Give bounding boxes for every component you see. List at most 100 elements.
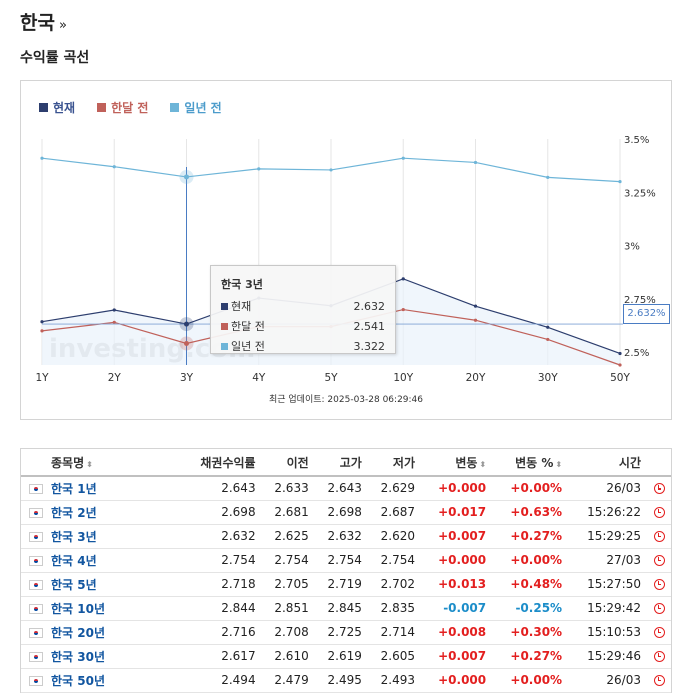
korea-flag-icon — [29, 555, 43, 566]
table-header-row: 종목명 ⬍ 채권수익률 이전 고가 저가 변동 ⬍ 변동 % ⬍ 시간 — [21, 449, 671, 477]
table-row[interactable]: 한국 30년 2.617 2.610 2.619 2.605 +0.007 +0.27% 15… — [21, 644, 671, 669]
bond-name-cell[interactable]: 한국 4년 — [51, 548, 181, 573]
change-pct-cell: +0.30% — [492, 620, 569, 645]
time-cell: 15:29:25 — [568, 524, 647, 549]
bond-name-link[interactable]: 한국 5년 — [51, 577, 97, 592]
change-pct-cell: +0.00% — [492, 476, 569, 501]
bond-name-link[interactable]: 한국 2년 — [51, 505, 97, 520]
table-row[interactable]: 한국 50년 2.494 2.479 2.495 2.493 +0.000 +0.00% 26… — [21, 668, 671, 693]
highlight-point — [184, 340, 189, 346]
yield-cell: 2.754 — [181, 548, 262, 573]
legend-item-year-ago[interactable]: 일년 전 — [170, 99, 222, 116]
update-timestamp: 최근 업데이트: 2025-03-28 06:29:46 — [268, 395, 424, 405]
time-cell: 26/03 — [568, 476, 647, 501]
legend-swatch-year-ago — [170, 103, 180, 112]
bond-name-cell[interactable]: 한국 3년 — [51, 524, 181, 549]
table-row[interactable]: 한국 20년 2.716 2.708 2.725 2.714 +0.008 +0.30% 15… — [21, 620, 671, 645]
legend-item-current[interactable]: 현재 — [39, 99, 75, 116]
high-cell: 2.719 — [314, 572, 368, 597]
korea-flag-icon — [29, 603, 43, 614]
clock-cell — [647, 500, 671, 525]
low-cell: 2.702 — [367, 572, 421, 597]
series-point — [546, 325, 550, 329]
yield-cell: 2.643 — [181, 476, 262, 501]
clock-icon[interactable] — [653, 507, 665, 518]
header-change-pct[interactable]: 변동 % ⬍ — [492, 449, 569, 477]
flag-cell — [21, 500, 51, 525]
series-point — [546, 337, 550, 342]
clock-icon[interactable] — [653, 531, 665, 542]
clock-icon[interactable] — [653, 483, 665, 495]
change-cell: +0.000 — [421, 668, 493, 693]
bond-name-link[interactable]: 한국 20년 — [51, 625, 105, 640]
korea-flag-icon — [29, 531, 43, 542]
header-change[interactable]: 변동 ⬍ — [421, 449, 493, 477]
high-cell: 2.725 — [314, 620, 368, 645]
y-tick-label: 3.25% — [624, 188, 656, 199]
low-cell: 2.620 — [367, 524, 421, 549]
series-point — [473, 160, 478, 165]
korea-flag-icon — [29, 507, 43, 518]
header-name[interactable]: 종목명 ⬍ — [51, 449, 181, 477]
clock-icon[interactable] — [653, 675, 665, 686]
header-low: 저가 — [367, 449, 421, 477]
table-row[interactable]: 한국 10년 2.844 2.851 2.845 2.835 -0.007 -0.25% 15… — [21, 596, 671, 621]
page-title[interactable]: 한국» — [20, 12, 67, 34]
bond-name-cell[interactable]: 한국 30년 — [51, 644, 181, 669]
legend-item-month-ago[interactable]: 한달 전 — [97, 99, 148, 116]
header-clock — [647, 449, 671, 477]
low-cell: 2.687 — [367, 500, 421, 525]
bond-name-cell[interactable]: 한국 50년 — [51, 668, 181, 693]
tooltip-row-name: 현재 — [231, 300, 252, 313]
bond-name-cell[interactable]: 한국 5년 — [51, 572, 181, 597]
yield-cell: 2.844 — [181, 596, 262, 621]
sort-icon[interactable]: ⬍ — [86, 459, 93, 469]
clock-cell — [647, 596, 671, 621]
high-cell: 2.619 — [314, 644, 368, 669]
table-row[interactable]: 한국 5년 2.718 2.705 2.719 2.702 +0.013 +0.48% 15:… — [21, 572, 671, 597]
clock-icon[interactable] — [653, 603, 665, 614]
tooltip-row: 한달 전 2.541 — [221, 316, 385, 336]
clock-icon[interactable] — [653, 579, 665, 590]
prev-cell: 2.708 — [261, 620, 315, 645]
clock-cell — [647, 572, 671, 597]
x-tick-label: 1Y — [35, 372, 49, 381]
bond-name-link[interactable]: 한국 4년 — [51, 553, 97, 568]
tooltip-row-value: 2.632 — [353, 299, 386, 313]
x-tick-label: 10Y — [393, 372, 413, 381]
sort-icon[interactable]: ⬍ — [555, 459, 563, 469]
table-row[interactable]: 한국 1년 2.643 2.633 2.643 2.629 +0.000 +0.00% 26/… — [21, 476, 671, 501]
tooltip-row: 현재 2.632 — [221, 296, 385, 316]
yield-cell: 2.718 — [181, 572, 262, 597]
clock-icon[interactable] — [653, 555, 665, 566]
x-tick-label: 30Y — [538, 372, 558, 381]
table-row[interactable]: 한국 4년 2.754 2.754 2.754 2.754 +0.000 +0.00% 27/… — [21, 548, 671, 573]
flag-cell — [21, 644, 51, 669]
bond-name-link[interactable]: 한국 50년 — [51, 673, 105, 688]
clock-cell — [647, 524, 671, 549]
bond-name-link[interactable]: 한국 30년 — [51, 649, 105, 664]
yield-cell: 2.494 — [181, 668, 262, 693]
bond-name-link[interactable]: 한국 1년 — [51, 481, 97, 496]
clock-icon[interactable] — [653, 651, 665, 662]
table-row[interactable]: 한국 2년 2.698 2.681 2.698 2.687 +0.017 +0.63% 15:… — [21, 500, 671, 525]
change-pct-cell: +0.63% — [492, 500, 569, 525]
change-cell: +0.007 — [421, 524, 493, 549]
change-cell: +0.000 — [421, 476, 493, 501]
bond-name-link[interactable]: 한국 10년 — [51, 601, 105, 616]
change-cell: +0.007 — [421, 644, 493, 669]
bond-name-link[interactable]: 한국 3년 — [51, 529, 97, 544]
change-cell: +0.017 — [421, 500, 493, 525]
x-tick-label: 4Y — [252, 372, 266, 381]
clock-icon[interactable] — [653, 627, 665, 638]
tooltip-row: 일년 전 3.322 — [221, 336, 385, 356]
bond-name-cell[interactable]: 한국 1년 — [51, 476, 181, 501]
change-cell: +0.013 — [421, 572, 493, 597]
table-row[interactable]: 한국 3년 2.632 2.625 2.632 2.620 +0.007 +0.27% 15:… — [21, 524, 671, 549]
bond-name-cell[interactable]: 한국 10년 — [51, 596, 181, 621]
bond-name-cell[interactable]: 한국 20년 — [51, 620, 181, 645]
sort-icon[interactable]: ⬍ — [479, 459, 487, 469]
time-cell: 15:26:22 — [568, 500, 647, 525]
series-point — [618, 363, 622, 367]
bond-name-cell[interactable]: 한국 2년 — [51, 500, 181, 525]
